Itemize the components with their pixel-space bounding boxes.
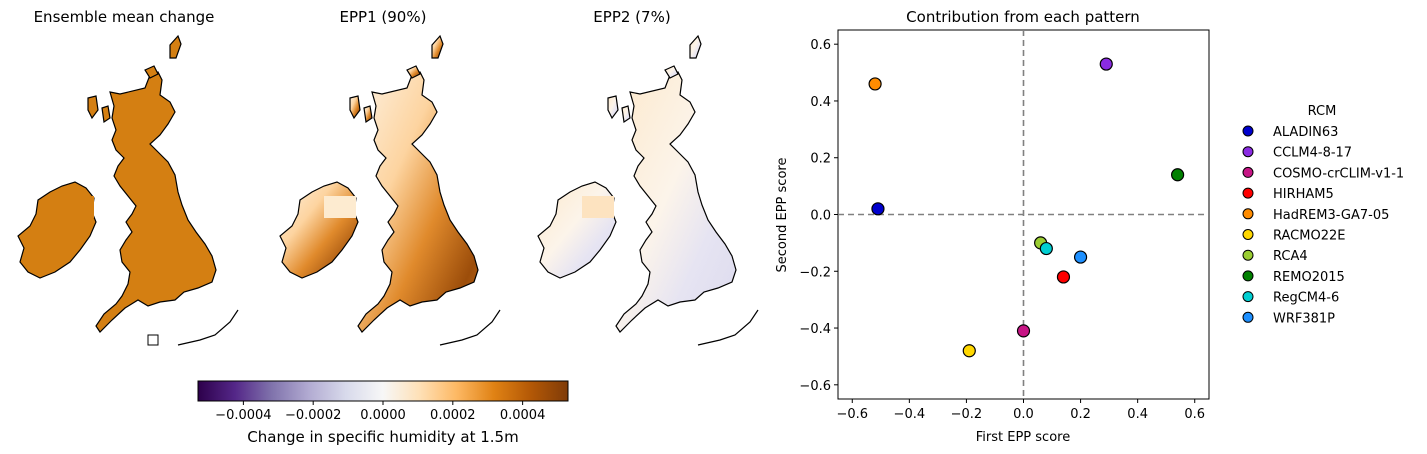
scatter-points [868, 57, 1185, 358]
legend: RCM ALADIN63 CCLM4-8-17 COSMO-crCLIM-v1-1 H… [1242, 104, 1404, 326]
legend-marker [1242, 208, 1254, 220]
colorbar: −0.0004 −0.0002 0.0000 0.0002 0.0004 Change … [197, 380, 569, 446]
x-tick-label: 0.0 [1013, 407, 1034, 422]
scatter-point [871, 202, 885, 216]
map-title-3: EPP2 (7%) [593, 8, 670, 26]
colorbar-tick-label: 0.0004 [500, 408, 546, 423]
scatter-point [1073, 250, 1088, 264]
colorbar-gradient [197, 380, 569, 402]
x-axis-label: First EPP score [976, 430, 1070, 445]
colorbar-tick-label: −0.0002 [285, 408, 341, 423]
map-epp2 [537, 35, 759, 346]
y-tick-label: −0.2 [799, 265, 831, 280]
x-tick-label: 0.4 [1127, 407, 1148, 422]
map-ensemble-mean [17, 35, 239, 346]
legend-label: RegCM4-6 [1273, 291, 1339, 306]
y-axis-ticks: −0.6 −0.4 −0.2 0.0 0.2 0.4 0.6 [799, 38, 838, 394]
legend-marker [1242, 187, 1254, 199]
y-tick-label: 0.0 [810, 209, 831, 224]
legend-marker [1242, 146, 1254, 158]
legend-items: ALADIN63 CCLM4-8-17 COSMO-crCLIM-v1-1 HIRHA… [1242, 125, 1404, 326]
scatter-plot: −0.6 −0.4 −0.2 0.0 0.2 0.4 0.6 −0.6 −0.4 −0.2 0.0… [775, 29, 1210, 445]
map-epp1 [279, 35, 501, 346]
legend-label: ALADIN63 [1273, 125, 1338, 140]
legend-label: HadREM3-GA7-05 [1273, 208, 1389, 223]
y-tick-label: −0.4 [799, 322, 831, 337]
legend-label: WRF381P [1273, 311, 1335, 326]
scatter-point [1099, 57, 1113, 71]
scatter-point [1171, 168, 1185, 182]
scatter-point [1016, 324, 1031, 338]
x-axis-ticks: −0.6 −0.4 −0.2 0.0 0.2 0.4 0.6 [836, 399, 1205, 422]
legend-marker [1242, 229, 1254, 240]
chart-title: Contribution from each pattern [906, 8, 1140, 26]
legend-label: HIRHAM5 [1273, 187, 1334, 202]
legend-marker [1242, 311, 1254, 323]
reference-lines [838, 30, 1209, 399]
colorbar-tick-label: 0.0000 [360, 408, 406, 423]
legend-marker [1242, 291, 1254, 303]
legend-label: RCA4 [1273, 249, 1308, 264]
legend-title: RCM [1308, 104, 1337, 119]
scatter-point [1056, 270, 1071, 284]
y-tick-label: 0.6 [810, 38, 831, 53]
y-axis-label: Second EPP score [775, 158, 790, 273]
x-tick-label: −0.6 [836, 407, 868, 422]
legend-marker [1242, 166, 1254, 178]
x-tick-label: 0.6 [1184, 407, 1205, 422]
x-tick-label: 0.2 [1070, 407, 1091, 422]
x-tick-label: −0.4 [894, 407, 926, 422]
y-tick-label: 0.2 [810, 152, 831, 167]
scatter-point [1039, 241, 1053, 256]
colorbar-tick-label: 0.0002 [430, 408, 476, 423]
y-tick-label: −0.6 [799, 379, 831, 394]
colorbar-label: Change in specific humidity at 1.5m [247, 428, 518, 446]
colorbar-tick-label: −0.0004 [215, 408, 271, 423]
legend-label: COSMO-crCLIM-v1-1 [1273, 166, 1404, 181]
legend-marker [1242, 249, 1254, 261]
scatter-point [868, 77, 882, 91]
map-title-1: Ensemble mean change [34, 8, 215, 26]
legend-label: REMO2015 [1273, 270, 1345, 285]
legend-label: RACMO22E [1273, 229, 1345, 244]
scatter-point [962, 344, 976, 358]
legend-label: CCLM4-8-17 [1273, 146, 1352, 161]
legend-marker [1242, 125, 1254, 137]
colorbar-ticks: −0.0004 −0.0002 0.0000 0.0002 0.0004 [215, 401, 545, 423]
x-tick-label: −0.2 [951, 407, 983, 422]
map-title-2: EPP1 (90%) [340, 8, 427, 26]
y-tick-label: 0.4 [810, 95, 831, 110]
legend-marker [1242, 270, 1254, 282]
